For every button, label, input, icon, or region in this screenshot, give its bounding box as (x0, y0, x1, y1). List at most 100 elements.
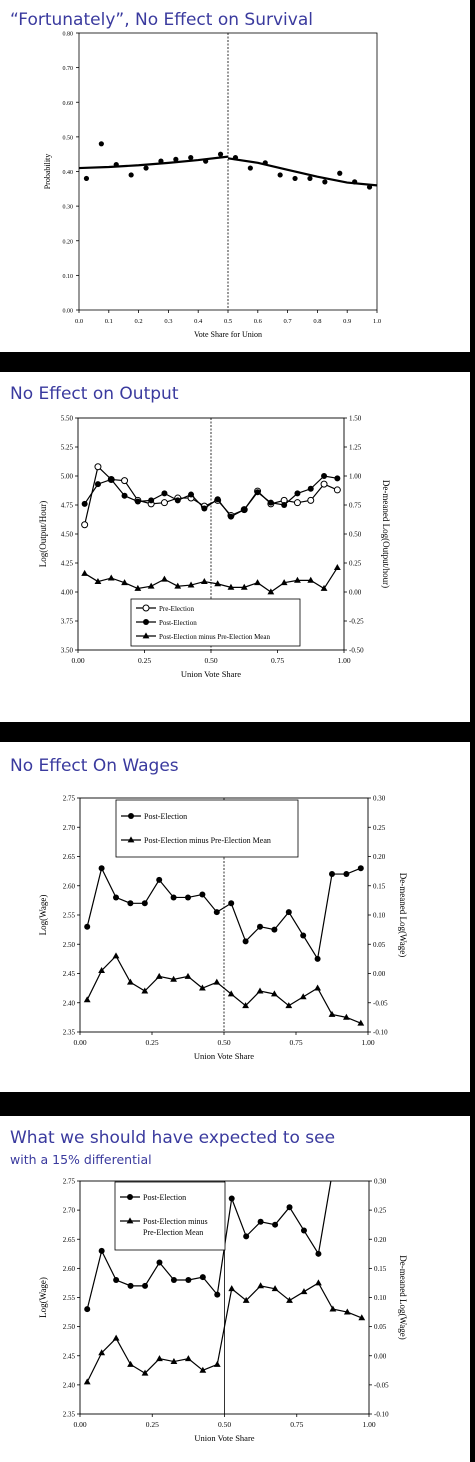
data-point-post-election-minus-pre-election-mean (343, 1013, 350, 1020)
y2-axis-label: De-meaned Log(Wage) (398, 873, 408, 957)
wages-chart: 2.35 2.40 2.45 2.50 2.55 2.60 2.65 2.70 2.75 -0.1… (38, 795, 408, 1062)
slide-title: No Effect On Wages (10, 756, 179, 776)
y-tick-label: 2.50 (63, 1323, 76, 1331)
data-point-post-election-minus-pre-election-mean (294, 576, 301, 583)
data-point-post-election-minus-pre-election-mean (127, 1360, 134, 1367)
data-point-post-election-minus-pre-election-mean (271, 990, 278, 997)
y-tick-label: 4.75 (61, 502, 74, 510)
x-tick-label: 1.0 (373, 318, 381, 325)
y2-tick-label: 1.00 (349, 473, 362, 481)
y2-tick-label: 0.30 (374, 1178, 387, 1186)
data-point-post-election (214, 1291, 221, 1298)
data-point (292, 175, 298, 182)
data-point-post-election (241, 506, 248, 513)
data-point-post-election (228, 1195, 235, 1202)
y-tick-label: 2.75 (63, 1178, 76, 1186)
x-tick-label: 0.4 (194, 318, 203, 325)
data-point-post-election (271, 926, 278, 933)
data-point (143, 165, 149, 171)
data-point-post-election-minus-pre-election-mean (315, 1279, 322, 1286)
x-tick-label: 0.7 (284, 318, 293, 325)
data-point-post-election-minus-pre-election-mean (98, 1349, 106, 1356)
data-point-post-election (228, 900, 235, 907)
legend-label: Pre-Election Mean (143, 1228, 203, 1237)
y2-axis-label: De-meaned Log(Output/hour) (381, 480, 391, 588)
data-point-post-election (113, 1277, 120, 1284)
x-tick-label: 0.75 (290, 1420, 303, 1429)
x-tick-label: 0.6 (254, 318, 263, 325)
y2-tick-label: 0.25 (349, 560, 362, 568)
legend-box (130, 598, 301, 647)
data-point-post-election (242, 938, 249, 945)
slide-survival: “Fortunately”, No Effect on Survival 0.0… (0, 0, 470, 352)
data-point-post-election-minus-pre-election-mean (170, 975, 177, 982)
y-tick-label: 0.80 (63, 32, 74, 38)
legend-marker (143, 619, 149, 625)
y2-tick-label: 0.30 (373, 795, 386, 803)
legend-label: Post-Election minus Pre-Election Mean (159, 633, 271, 641)
y2-tick-label: 0.25 (374, 1207, 387, 1215)
x-tick-label: 0.00 (73, 1420, 86, 1429)
data-point-post-election-minus-pre-election-mean (227, 990, 235, 997)
data-point-post-election (174, 497, 181, 504)
data-point-post-election-minus-pre-election-mean (329, 1305, 337, 1312)
data-point-post-election-minus-pre-election-mean (94, 577, 102, 584)
data-point-pre-election (94, 463, 102, 471)
y-tick-label: 2.40 (63, 999, 76, 1007)
data-point-post-election (156, 876, 163, 883)
x-tick-label: 0.25 (138, 656, 151, 665)
y-tick-label: 4.00 (61, 589, 74, 597)
y-tick-label: 2.70 (63, 824, 76, 832)
data-point-post-election-minus-pre-election-mean (170, 1357, 178, 1364)
legend-label: Post-Election (159, 619, 197, 627)
data-point-post-election-minus-pre-election-mean (242, 1296, 250, 1303)
y-tick-label: 0.10 (63, 274, 74, 280)
legend-label: Pre-Election (159, 605, 194, 613)
data-point-post-election (300, 1227, 307, 1234)
data-point-post-election (227, 513, 234, 520)
data-point-post-election-minus-pre-election-mean (107, 574, 115, 581)
y-tick-label: 2.40 (63, 1381, 76, 1389)
y2-tick-label: 0.50 (349, 531, 362, 539)
legend-label: Post-Election (143, 1193, 186, 1202)
data-point-post-election (294, 490, 301, 497)
data-point (217, 151, 224, 157)
data-point-post-election-minus-pre-election-mean (333, 564, 341, 571)
slide-wages: No Effect On Wages 2.35 2.40 2.45 2.50 2.55 2… (0, 742, 470, 1092)
y2-tick-label: 0.25 (373, 824, 386, 832)
data-point (247, 165, 253, 171)
data-point-post-election (142, 1282, 149, 1289)
y-tick-label: 2.70 (63, 1207, 76, 1215)
data-point-post-election (199, 891, 206, 898)
data-point-post-election-minus-pre-election-mean (358, 1314, 366, 1321)
data-point-post-election-minus-pre-election-mean (83, 1378, 91, 1385)
data-point-post-election (141, 900, 148, 907)
y-tick-label: 2.45 (63, 1352, 76, 1360)
y-tick-label: 0.40 (63, 170, 74, 176)
data-point-post-election-minus-pre-election-mean (307, 576, 315, 583)
data-point-post-election (257, 923, 263, 930)
data-point-post-election (127, 900, 134, 907)
data-point-post-election-minus-pre-election-mean (280, 579, 288, 586)
data-point-post-election (161, 490, 168, 497)
data-point-post-election (199, 1274, 206, 1281)
data-point-post-election-minus-pre-election-mean (112, 952, 120, 959)
data-point-post-election-minus-pre-election-mean (271, 1285, 279, 1292)
data-point-post-election (108, 476, 115, 483)
data-point-post-election (307, 485, 314, 492)
data-point-post-election-minus-pre-election-mean (257, 1282, 265, 1289)
data-point (128, 172, 134, 178)
x-tick-label: 0.50 (218, 1420, 231, 1429)
data-point-post-election (254, 489, 261, 496)
data-point-post-election-minus-pre-election-mean (300, 1288, 308, 1295)
x-tick-label: 0.9 (343, 318, 351, 325)
data-point-post-election (98, 1247, 105, 1254)
x-tick-label: 0.75 (289, 1038, 302, 1047)
y2-tick-label: 0.20 (374, 1236, 387, 1244)
data-point-post-election-minus-pre-election-mean (156, 1355, 163, 1362)
data-point-post-election (213, 909, 220, 916)
expected-wages-chart: 2.35 2.40 2.45 2.50 2.55 2.60 2.65 2.70 2.75 -0.1… (38, 1178, 408, 1444)
x-tick-label: 1.00 (362, 1420, 375, 1429)
x-axis-label: Vote Share for Union (194, 330, 262, 339)
data-point-post-election-minus-pre-election-mean (200, 577, 208, 584)
